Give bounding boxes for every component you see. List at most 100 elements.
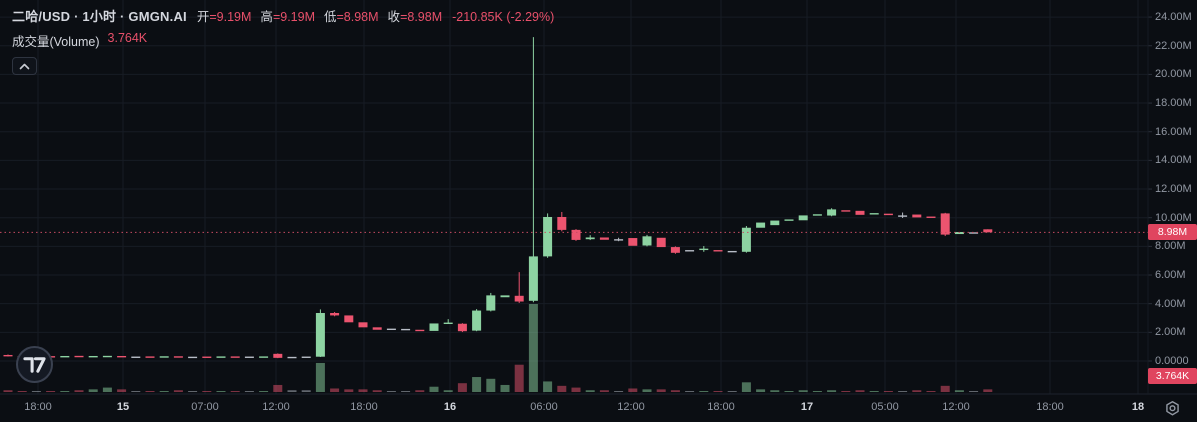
volume-bar (855, 390, 865, 392)
ohlc-item: 开=9.19M (196, 10, 252, 24)
time-axis-label: 07:00 (191, 401, 219, 413)
ohlc-item: 收=8.98M (387, 10, 443, 24)
volume-bar (46, 391, 56, 392)
candle (216, 356, 226, 358)
volume-bar (102, 387, 112, 392)
volume-bar (940, 385, 950, 392)
volume-bar (401, 391, 411, 392)
price-axis-label: 18.00M (1155, 97, 1192, 110)
volume-bar (216, 391, 226, 392)
time-axis-label: 18:00 (24, 401, 52, 413)
ohlc-values: 开=9.19M 高=9.19M 低=8.98M 收=8.98M (197, 6, 442, 25)
volume-bar (827, 390, 837, 392)
volume-bar (3, 390, 13, 392)
volume-bar (883, 391, 893, 392)
volume-bar (202, 391, 212, 392)
volume-bar (969, 391, 979, 392)
time-axis-label: 17 (800, 401, 814, 413)
volume-bar (173, 390, 183, 392)
candle (812, 214, 822, 216)
time-axis-label: 12:00 (262, 401, 290, 413)
time-axis-label: 18:00 (1036, 401, 1064, 413)
candle (543, 216, 553, 257)
volume-bar (727, 391, 737, 392)
volume-bar (188, 391, 198, 392)
volume-bar (571, 387, 581, 392)
volume-bar (230, 391, 240, 392)
volume-bar (514, 364, 524, 392)
candle (699, 248, 709, 251)
candle (656, 237, 666, 248)
price-axis-label: 2.00M (1155, 326, 1186, 339)
candle (926, 216, 936, 218)
candle (159, 356, 169, 358)
volume-bar (983, 389, 993, 392)
volume-bar (344, 389, 354, 392)
candle (443, 322, 453, 324)
candle (528, 256, 538, 301)
candle (614, 239, 624, 241)
volume-bar (585, 390, 595, 392)
volume-bar (699, 391, 709, 392)
candle (486, 295, 496, 311)
candle (585, 237, 595, 240)
candle (912, 214, 922, 218)
price-axis-label: 10.00M (1155, 211, 1192, 224)
volume-bar (74, 390, 84, 392)
volume-bar (656, 389, 666, 392)
time-axis-label: 16 (443, 401, 457, 413)
candle (685, 250, 695, 252)
volume-bar (301, 390, 311, 392)
time-axis-label: 12:00 (942, 401, 970, 413)
ohlc-item: 高=9.19M (260, 10, 315, 24)
tradingview-logo[interactable] (16, 346, 53, 383)
candle (102, 355, 112, 358)
price-axis-label: 4.00M (1155, 297, 1186, 310)
volume-bar (159, 391, 169, 392)
price-axis-label: 20.00M (1155, 68, 1192, 81)
price-axis-label: 22.00M (1155, 39, 1192, 52)
price-axis-label: 14.00M (1155, 154, 1192, 167)
symbol-title[interactable]: 二哈/USD · 1小时 · GMGN.AI (12, 9, 187, 24)
volume-bar (713, 391, 723, 392)
volume-bar (131, 391, 141, 392)
volume-bar (358, 389, 368, 392)
candle (344, 315, 354, 323)
candle (940, 213, 950, 235)
volume-indicator-label[interactable]: 成交量(Volume) (12, 35, 100, 49)
candle (841, 210, 851, 212)
candle (969, 232, 979, 234)
candle (401, 328, 411, 331)
volume-bar (784, 391, 794, 392)
candle (954, 232, 964, 235)
gear-icon[interactable] (1162, 399, 1182, 417)
candle (415, 329, 425, 332)
tradingview-logo-icon (23, 356, 46, 373)
candle (244, 356, 254, 358)
volume-bar (315, 362, 325, 392)
candle (713, 250, 723, 252)
volume-bar (912, 390, 922, 392)
candle (855, 210, 865, 215)
candle (514, 295, 524, 302)
volume-bar (500, 384, 510, 392)
price-axis-label: 12.00M (1155, 183, 1192, 196)
collapse-legend-button[interactable] (12, 57, 37, 75)
volume-bar (244, 391, 254, 392)
price-axis-label: 6.00M (1155, 269, 1186, 282)
candle (472, 310, 482, 331)
current-volume-badge: 3.764K (1148, 368, 1197, 384)
time-axis-label: 18 (1131, 401, 1145, 413)
candle (869, 213, 879, 215)
time-axis-label: 18:00 (707, 401, 735, 413)
volume-bar (685, 391, 695, 392)
candle (117, 355, 127, 358)
time-axis-label: 15 (116, 401, 130, 413)
volume-bar (770, 390, 780, 392)
candle (756, 222, 766, 228)
volume-bar (486, 378, 496, 392)
candle (131, 356, 141, 358)
candle (74, 355, 84, 358)
chart-legend: 二哈/USD · 1小时 · GMGN.AI 开=9.19M 高=9.19M 低=8… (12, 6, 554, 75)
